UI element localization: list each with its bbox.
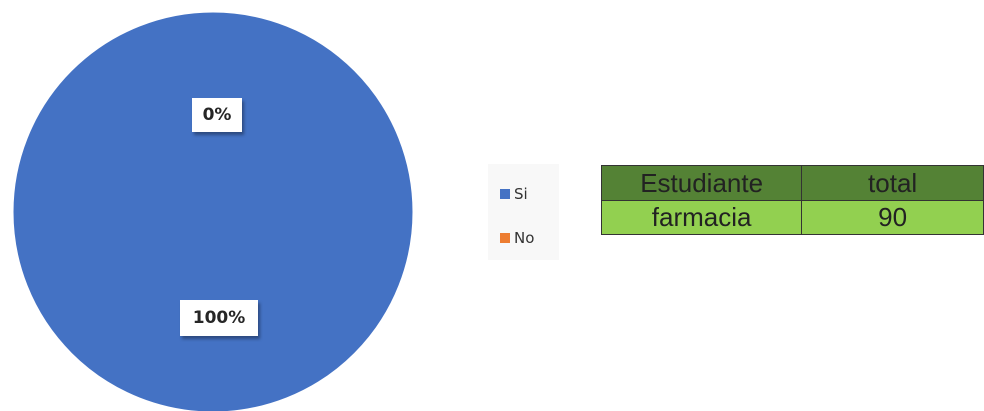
- table-header-estudiante: Estudiante: [600, 165, 803, 201]
- chart-legend: Si No: [488, 164, 559, 260]
- table-header-row: Estudiante total: [600, 165, 984, 201]
- table-cell-estudiante: farmacia: [600, 200, 803, 235]
- legend-item-si: Si: [500, 185, 528, 203]
- data-table: Estudiante total farmacia 90: [600, 165, 984, 235]
- legend-item-no: No: [500, 229, 534, 247]
- table-cell-total: 90: [801, 200, 984, 235]
- pie-slice-si: [12, 11, 414, 411]
- legend-swatch-no: [500, 233, 510, 243]
- legend-label-si: Si: [514, 185, 528, 203]
- legend-label-no: No: [514, 229, 535, 247]
- table-header-total: total: [801, 165, 984, 201]
- data-label-si: 100%: [180, 300, 258, 336]
- table-row: farmacia 90: [600, 200, 984, 235]
- data-label-no: 0%: [192, 98, 242, 132]
- legend-swatch-si: [500, 189, 510, 199]
